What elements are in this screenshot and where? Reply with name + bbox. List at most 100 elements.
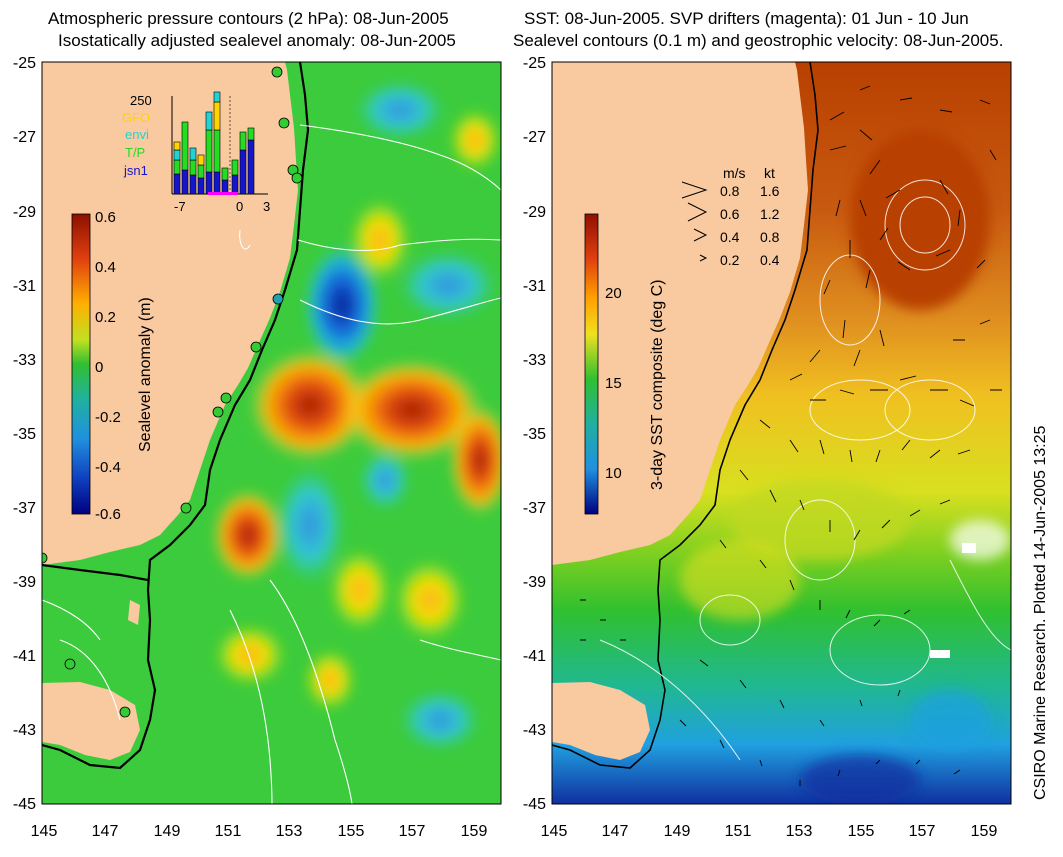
- sl-tick-0.4: 0.4: [95, 259, 116, 276]
- sst-tick-20: 20: [605, 285, 622, 302]
- right-map: [552, 62, 1011, 804]
- inset-legend-envi: envi: [125, 127, 149, 142]
- left-frame: [41, 61, 502, 805]
- lat-label-right: -25: [523, 55, 546, 72]
- altimeter-inset: [171, 91, 268, 195]
- left-title-line1: Atmospheric pressure contours (2 hPa): 0…: [48, 9, 449, 28]
- tide-gauges: [42, 66, 303, 718]
- sl-tick-0.2: 0.2: [95, 309, 116, 326]
- lon-label-right: 159: [971, 823, 998, 840]
- lon-label-left: 151: [215, 823, 242, 840]
- lat-label-right: -29: [523, 204, 546, 221]
- lat-label-left: -37: [13, 500, 36, 517]
- lon-label-right: 151: [725, 823, 752, 840]
- right-lat-axis: -25 -27 -29 -31 -33 -35 -37 -39 -41 -43 …: [523, 55, 546, 813]
- lat-label-left: -25: [13, 55, 36, 72]
- sl-tick-0: 0: [95, 359, 103, 376]
- tasmania-left: [42, 682, 140, 760]
- lat-label-left: -43: [13, 722, 36, 739]
- lat-label-right: -35: [523, 426, 546, 443]
- lat-label-right: -33: [523, 352, 546, 369]
- bass-strait-islands-left: [128, 600, 140, 625]
- sealevel-contours-right: [599, 179, 1011, 761]
- speed-key-header-ms: m/s: [723, 165, 746, 181]
- speed-key-kt-3: 0.4: [760, 252, 780, 268]
- speed-key-arrow-0.2: [699, 254, 708, 262]
- speed-key-header-kt: kt: [764, 165, 775, 181]
- inset-xtick-0: 0: [236, 199, 243, 214]
- sst-cloud-gap: [962, 543, 976, 553]
- lat-label-left: -27: [13, 129, 36, 146]
- inset-legend-gfo: GFO: [122, 110, 150, 125]
- lon-label-left: 145: [31, 823, 58, 840]
- lat-label-left: -45: [13, 796, 36, 813]
- shelf-contour-left-2: [42, 563, 149, 582]
- lat-label-right: -37: [523, 500, 546, 517]
- lon-label-left: 155: [338, 823, 365, 840]
- shelf-contour-right: [552, 62, 819, 769]
- lat-label-right: -43: [523, 722, 546, 739]
- lon-label-left: 147: [92, 823, 119, 840]
- lon-label-left: 157: [399, 823, 426, 840]
- lat-label-left: -29: [13, 204, 36, 221]
- sst-features: [680, 130, 1010, 804]
- speed-key-ms-0: 0.8: [720, 183, 740, 199]
- sealevel-colorbar: [71, 213, 91, 515]
- lat-label-right: -31: [523, 278, 546, 295]
- tasmania-right: [552, 682, 650, 760]
- lon-label-left: 159: [461, 823, 488, 840]
- inset-legend-tp: T/P: [125, 145, 145, 160]
- lat-label-left: -33: [13, 352, 36, 369]
- australia-mainland-right: [552, 62, 808, 565]
- sl-tick-neg0.6: -0.6: [95, 506, 121, 523]
- lon-label-right: 157: [909, 823, 936, 840]
- lat-label-right: -39: [523, 574, 546, 591]
- left-lon-axis: 145 147 149 151 153 155 157 159: [31, 823, 488, 840]
- left-lat-axis: -25 -27 -29 -31 -33 -35 -37 -39 -41 -43 …: [13, 55, 36, 813]
- speed-key-kt-1: 1.2: [760, 206, 780, 222]
- right-title-line2: Sealevel contours (0.1 m) and geostrophi…: [513, 31, 1004, 50]
- left-map: [42, 62, 501, 804]
- speed-key: m/s kt 0.8 1.6 0.6 1.2 0.4 0.8 0.2 0.4: [681, 165, 780, 268]
- lon-label-right: 147: [602, 823, 629, 840]
- pressure-contours-left: [42, 124, 501, 804]
- speed-key-arrow-0.4: [693, 228, 708, 242]
- sealevel-colorbar-ticks: 0.6 0.4 0.2 0 -0.2 -0.4 -0.6: [95, 209, 121, 523]
- sst-colorbar: [584, 213, 599, 515]
- sealevel-colorbar-label: Sealevel anomaly (m): [137, 297, 154, 452]
- sst-tick-15: 15: [605, 375, 622, 392]
- lat-label-left: -39: [13, 574, 36, 591]
- inset-ymax-label: 250: [130, 93, 152, 108]
- sst-cloud-gap-2: [930, 650, 950, 658]
- lat-label-right: -45: [523, 796, 546, 813]
- lat-label-left: -31: [13, 278, 36, 295]
- speed-key-ms-3: 0.2: [720, 252, 740, 268]
- speed-key-ms-2: 0.4: [720, 229, 740, 245]
- sst-colorbar-ticks: 20 15 10: [605, 285, 622, 482]
- shelf-contour-left: [42, 62, 310, 770]
- lon-label-left: 153: [276, 823, 303, 840]
- inset-xtick-3: 3: [263, 199, 270, 214]
- inset-legend-jsn1: jsn1: [123, 163, 148, 178]
- lon-label-left: 149: [154, 823, 181, 840]
- lon-label-right: 145: [541, 823, 568, 840]
- left-title-line2: Isostatically adjusted sealevel anomaly:…: [58, 31, 456, 50]
- inset-xtick-neg7: -7: [174, 199, 186, 214]
- lon-label-right: 153: [786, 823, 813, 840]
- speed-key-kt-0: 1.6: [760, 183, 780, 199]
- sl-tick-neg0.4: -0.4: [95, 459, 121, 476]
- credit-text: CSIRO Marine Research. Plotted 14-Jun-20…: [1032, 425, 1049, 800]
- lon-label-right: 149: [664, 823, 691, 840]
- lon-label-right: 155: [848, 823, 875, 840]
- speed-key-ms-1: 0.6: [720, 206, 740, 222]
- sl-tick-neg0.2: -0.2: [95, 409, 121, 426]
- sealevel-anomaly-field: [213, 80, 501, 750]
- lat-label-right: -41: [523, 648, 546, 665]
- sl-tick-0.6: 0.6: [95, 209, 116, 226]
- sst-tick-10: 10: [605, 465, 622, 482]
- speed-key-kt-2: 0.8: [760, 229, 780, 245]
- speed-key-arrow-0.6: [687, 202, 708, 222]
- lat-label-left: -41: [13, 648, 36, 665]
- right-lon-axis: 145 147 149 151 153 155 157 159: [541, 823, 998, 840]
